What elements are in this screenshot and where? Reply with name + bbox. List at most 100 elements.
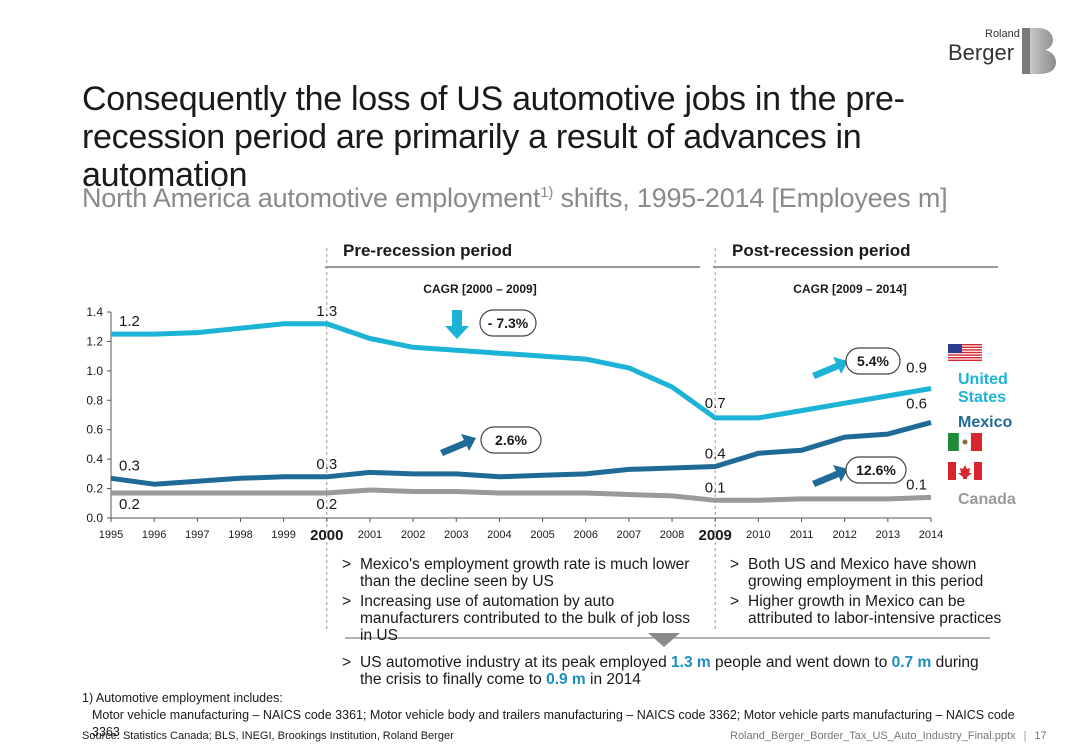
page-title: Consequently the loss of US automotive j… <box>82 80 905 194</box>
page-number: 17 <box>1034 730 1047 742</box>
post-recession-notes: Both US and Mexico have shown growing em… <box>730 556 1030 630</box>
y-tick-label: 0.4 <box>86 452 103 466</box>
y-tick-label: 1.0 <box>86 364 103 378</box>
subtitle-rest: shifts, 1995-2014 [Employees m] <box>553 183 948 213</box>
logo: Roland Berger <box>948 28 1058 78</box>
employment-chart: Pre-recession period Post-recession perio… <box>86 241 1016 647</box>
data-label-ca: 0.2 <box>119 496 140 513</box>
x-tick-label: 1998 <box>228 529 252 541</box>
data-label-us: 0.7 <box>705 395 726 412</box>
x-tick-label: 1997 <box>185 529 209 541</box>
mx-flag-green <box>948 433 959 451</box>
x-tick-label: 2014 <box>919 529 943 541</box>
x-tick-label: 2013 <box>876 529 900 541</box>
x-tick-label: 2000 <box>310 527 343 544</box>
data-label-ca: 0.1 <box>705 479 726 496</box>
source-line: Source: Statistics Canada; BLS, INEGI, B… <box>82 730 454 742</box>
us-flag-stripe <box>948 344 982 346</box>
page-subtitle: North America automotive employment1) sh… <box>82 183 948 214</box>
mx-flag-red <box>971 433 982 451</box>
x-tick-label: 2001 <box>358 529 382 541</box>
data-label-ca: 0.1 <box>906 476 927 493</box>
subtitle-main: North America automotive employment <box>82 183 541 213</box>
footnote: 1) Automotive employment includes: Motor… <box>82 690 1042 741</box>
x-tick-label: 1996 <box>142 529 166 541</box>
pre-note-1: Mexico's employment growth rate is much … <box>342 556 702 590</box>
legend-ca: Canada <box>958 491 1016 508</box>
x-tick-label: 1995 <box>99 529 123 541</box>
us-flag-canton <box>948 344 962 353</box>
us-flag-stripe <box>948 359 982 361</box>
x-tick-label: 2005 <box>530 529 554 541</box>
x-tick-label: 2003 <box>444 529 468 541</box>
file-name: Roland_Berger_Border_Tax_US_Auto_Industr… <box>730 730 1047 742</box>
ca-flag-left <box>948 462 956 480</box>
ca-flag-leaf <box>958 465 972 479</box>
us-pre-cagr-badge: - 7.3% <box>488 315 529 331</box>
x-tick-label: 2011 <box>790 529 814 541</box>
summary-text: US automotive industry at its peak emplo… <box>342 654 982 688</box>
data-label-ca: 0.2 <box>316 496 337 513</box>
us-flag-stripe <box>948 354 982 356</box>
summary-note: US automotive industry at its peak emplo… <box>342 654 982 691</box>
pre-note-2: Increasing use of automation by auto man… <box>342 593 702 644</box>
summary-final-value: 0.9 m <box>546 671 586 688</box>
summary-low-value: 0.7 m <box>891 654 932 671</box>
us-flag-stripe <box>948 357 982 359</box>
mexico-flag-icon <box>948 432 982 452</box>
us-flag-stripe <box>948 351 982 354</box>
pre-period-label: Pre-recession period <box>343 241 512 260</box>
us-flag-icon <box>948 344 982 361</box>
y-tick-label: 0.6 <box>86 423 103 437</box>
legend-us-line1: United <box>958 371 1008 388</box>
us-post-cagr-badge: 5.4% <box>857 353 889 369</box>
ca-flag-right <box>974 462 982 480</box>
us-pre-arrow-icon <box>445 310 469 339</box>
summary-peak-value: 1.3 m <box>671 654 711 671</box>
y-tick-label: 1.4 <box>86 305 103 319</box>
x-tick-label: 2009 <box>699 527 732 544</box>
post-cagr-label: CAGR [2009 – 2014] <box>793 282 906 296</box>
us-flag-stripe <box>948 349 982 351</box>
data-label-mx: 0.3 <box>316 456 337 473</box>
footnote-line-2: Motor vehicle manufacturing – NAICS code… <box>92 708 1015 739</box>
us-flag-stripe <box>948 346 982 348</box>
mx-pre-arrow-icon <box>440 434 476 456</box>
data-label-mx: 0.4 <box>705 446 726 463</box>
pre-cagr-label: CAGR [2000 – 2009] <box>423 282 536 296</box>
logo-small-text: Roland <box>985 28 1020 40</box>
legend-us: United States <box>958 371 1008 406</box>
post-period-label: Post-recession period <box>732 241 911 260</box>
x-tick-label: 2012 <box>832 529 856 541</box>
x-tick-label: 2007 <box>617 529 641 541</box>
mx-post-cagr-badge-pill <box>845 456 907 484</box>
mx-flag-emblem <box>962 439 968 445</box>
x-tick-label: 2008 <box>660 529 684 541</box>
post-note-1: Both US and Mexico have shown growing em… <box>730 556 1030 590</box>
mx-post-arrow-icon <box>812 465 848 487</box>
mx-pre-cagr-badge: 2.6% <box>495 432 527 448</box>
y-tick-label: 0.8 <box>86 393 103 407</box>
series-line-us <box>111 321 932 421</box>
x-tick-label: 1999 <box>271 529 295 541</box>
mx-post-cagr-badge: 12.6% <box>856 462 896 478</box>
us-post-cagr-badge-pill <box>845 347 901 375</box>
y-tick-label: 0.2 <box>86 482 103 496</box>
data-label-us: 1.2 <box>119 313 140 330</box>
series-line-mx <box>110 419 932 487</box>
canada-flag-icon <box>948 462 982 480</box>
us-pre-cagr-badge-pill <box>479 309 537 337</box>
legend-mx: Mexico <box>958 414 1012 431</box>
legend-us-line2: States <box>958 389 1006 406</box>
us-post-arrow-icon <box>812 357 848 379</box>
pre-recession-notes: Mexico's employment growth rate is much … <box>342 556 702 647</box>
logo-large-text: Berger <box>948 40 1015 65</box>
subtitle-footnote-mark: 1) <box>540 184 554 201</box>
x-tick-label: 2006 <box>573 529 597 541</box>
x-tick-label: 2004 <box>487 529 511 541</box>
x-tick-label: 2010 <box>746 529 770 541</box>
mx-pre-cagr-badge-pill <box>480 426 542 454</box>
data-label-mx: 0.3 <box>119 457 140 474</box>
footnote-line-1: 1) Automotive employment includes: <box>82 691 283 705</box>
x-tick-label: 2002 <box>401 529 425 541</box>
